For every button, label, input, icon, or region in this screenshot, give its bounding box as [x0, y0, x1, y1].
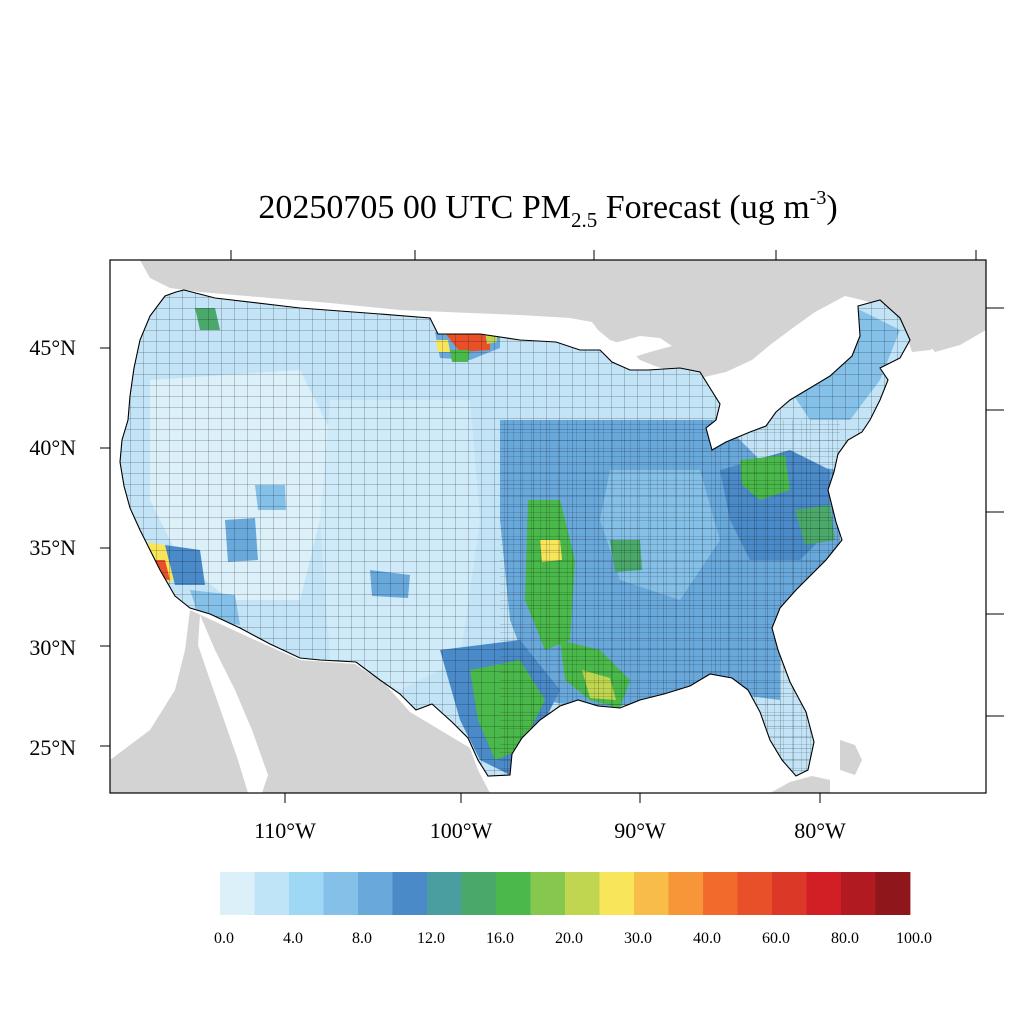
colorbar-tick-label: 4.0: [283, 930, 303, 947]
lon-label: 110°W: [254, 818, 316, 843]
colorbar-tick-label: 60.0: [762, 930, 790, 947]
colorbar-tick-label: 16.0: [486, 930, 514, 947]
lat-label: 25°N: [29, 735, 76, 760]
colorbar-tick-label: 30.0: [624, 930, 652, 947]
baja-gap: [198, 615, 268, 793]
colorbar-swatch: [392, 872, 428, 915]
colorbar-swatch: [565, 872, 600, 915]
colorbar-swatch: [806, 872, 842, 915]
colorbar: [220, 872, 911, 915]
lat-label: 30°N: [29, 635, 76, 660]
latitude-labels: 45°N 40°N 35°N 30°N 25°N: [29, 335, 76, 760]
colorbar-swatch: [254, 872, 290, 915]
colorbar-swatch: [599, 872, 635, 915]
conus-outline: [119, 289, 911, 777]
lat-label: 35°N: [29, 535, 76, 560]
longitude-labels: 110°W 100°W 90°W 80°W: [254, 818, 846, 843]
colorbar-swatch: [772, 872, 807, 915]
lon-label: 100°W: [430, 818, 493, 843]
conus: [119, 289, 911, 777]
colorbar-tick-label: 100.0: [896, 930, 932, 947]
map-area: [110, 260, 986, 793]
colorbar-swatch: [220, 872, 255, 915]
lon-label: 80°W: [794, 818, 846, 843]
axis-ticks: [100, 250, 1004, 803]
map-frame: [109, 259, 987, 794]
yucatan-land: [840, 740, 862, 775]
atlantic-canada-land: [925, 280, 986, 352]
colorbar-swatch: [875, 872, 911, 915]
colorbar-swatch: [668, 872, 704, 915]
colorbar-tick-label: 0.0: [214, 930, 234, 947]
colorbar-swatch: [530, 872, 566, 915]
county-lines-east: [500, 420, 840, 776]
lat-label: 40°N: [29, 435, 76, 460]
colorbar-swatch: [737, 872, 773, 915]
colorbar-swatch: [323, 872, 359, 915]
colorbar-labels: 0.0 4.0 8.0 12.0 16.0 20.0 30.0 40.0 60.0 80.0 100…: [214, 930, 932, 947]
colorbar-swatch: [427, 872, 462, 915]
colorbar-swatch: [358, 872, 393, 915]
colorbar-swatch: [841, 872, 876, 915]
lon-label: 90°W: [614, 818, 666, 843]
colorbar-tick-label: 40.0: [693, 930, 721, 947]
cuba-land: [770, 776, 830, 793]
colorbar-swatch: [289, 872, 324, 915]
colorbar-swatch: [461, 872, 497, 915]
colorbar-swatch: [703, 872, 738, 915]
canada-land: [110, 260, 986, 378]
map-title: 20250705 00 UTC PM2.5 Forecast (ug m-3): [258, 187, 837, 232]
colorbar-tick-label: 20.0: [555, 930, 583, 947]
colorbar-tick-label: 8.0: [352, 930, 372, 947]
colorbar-swatch: [496, 872, 531, 915]
colorbar-tick-label: 12.0: [417, 930, 445, 947]
colorbar-tick-label: 80.0: [831, 930, 859, 947]
lat-label: 45°N: [29, 335, 76, 360]
colorbar-swatch: [634, 872, 669, 915]
